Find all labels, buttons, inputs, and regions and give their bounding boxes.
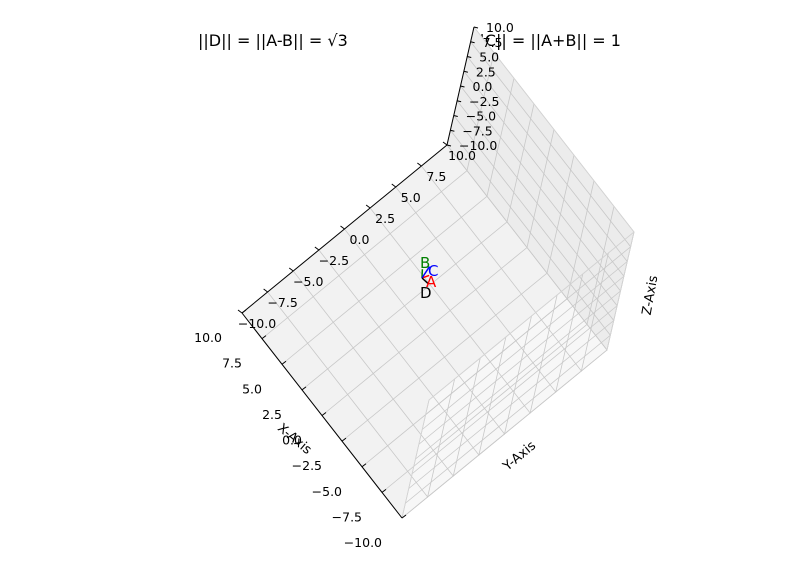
y-tick-mark <box>391 183 397 188</box>
z-tick-mark <box>450 129 455 132</box>
x-tick-mark <box>241 309 247 314</box>
z-tick-mark <box>453 115 458 117</box>
y-tick-mark <box>263 288 268 293</box>
axes-ticks: −10.0−10.0−10.0−7.5−7.5−7.5−5.0−5.0−5.0−… <box>194 20 514 550</box>
x-tick-label: 2.5 <box>262 407 282 422</box>
z-tick-mark <box>460 85 465 88</box>
z-tick-mark <box>457 100 462 103</box>
y-tick-label: −10.0 <box>238 316 276 331</box>
z-tick-label: −7.5 <box>462 123 492 138</box>
z-tick-mark <box>473 26 479 29</box>
gridline-y <box>267 291 456 498</box>
vector-d-arrow <box>421 277 430 285</box>
x-tick-mark <box>261 335 267 340</box>
y-tick-mark <box>365 204 371 209</box>
vector-d-label: D <box>420 284 432 302</box>
z-tick-label: 7.5 <box>483 35 503 50</box>
vector-c-arrow <box>421 266 431 279</box>
y-tick-label: 10.0 <box>448 148 476 163</box>
y-tick-label: −2.5 <box>319 253 349 268</box>
z-axis-label: Z-Axis <box>640 274 662 316</box>
x-tick-label: 7.5 <box>222 356 242 371</box>
gridline-y <box>421 165 609 372</box>
x-tick-mark <box>361 463 367 468</box>
z-tick-label: 0.0 <box>473 79 493 94</box>
x-axis-label: X-Axis <box>274 421 314 458</box>
x-tick-mark <box>321 412 327 416</box>
x-tick-mark <box>341 437 347 442</box>
pane-corner-edge <box>606 231 635 351</box>
x-tick-label: 0.0 <box>282 433 302 448</box>
y-tick-mark <box>442 141 448 146</box>
gridline-y <box>395 186 584 393</box>
z-tick-label: −10.0 <box>459 138 497 153</box>
title-left: ||D|| = ||A-B|| = √3 <box>198 31 348 50</box>
x-tick-mark <box>281 360 287 365</box>
title-right: ||C|| = ||A+B|| = 1 <box>474 31 621 50</box>
vector-a-arrow <box>421 274 430 279</box>
y-tick-label: 2.5 <box>375 211 395 226</box>
vector-b-label: B <box>420 254 430 272</box>
y-tick-label: −5.0 <box>293 274 323 289</box>
y-tick-mark <box>417 162 422 167</box>
y-tick-label: 0.0 <box>350 232 370 247</box>
y-axis-label: Y-Axis <box>500 438 540 475</box>
x-tick-mark <box>301 386 307 391</box>
x-tick-label: −10.0 <box>344 535 382 550</box>
z-tick-mark <box>463 70 468 73</box>
x-tick-label: 10.0 <box>194 330 222 345</box>
y-tick-label: 7.5 <box>426 169 446 184</box>
y-tick-mark <box>340 225 345 230</box>
gridline-y <box>344 228 532 435</box>
x-tick-label: −7.5 <box>332 509 362 524</box>
gridline-y <box>318 249 507 456</box>
x-tick-mark <box>401 514 407 519</box>
vector-a-label: A <box>426 273 437 291</box>
z-tick-label: 2.5 <box>476 64 496 79</box>
y-tick-mark <box>288 267 294 272</box>
z-tick-label: −5.0 <box>466 109 496 124</box>
y-tick-mark <box>314 246 320 251</box>
y-tick-label: 5.0 <box>401 190 421 205</box>
vector-c-label: C <box>428 262 438 280</box>
y-tick-mark <box>237 309 243 314</box>
x-tick-label: −5.0 <box>312 484 342 499</box>
z-tick-label: −2.5 <box>469 94 499 109</box>
gridline-y <box>292 270 481 477</box>
z-tick-label: 10.0 <box>486 20 514 35</box>
y-tick-label: −7.5 <box>267 295 297 310</box>
x-tick-label: −2.5 <box>292 458 322 473</box>
z-tick-mark <box>470 41 475 44</box>
z-tick-mark <box>446 144 452 147</box>
z-tick-mark <box>467 56 472 58</box>
x-tick-mark <box>381 488 387 493</box>
z-tick-label: 5.0 <box>479 50 499 65</box>
x-tick-label: 5.0 <box>242 381 262 396</box>
